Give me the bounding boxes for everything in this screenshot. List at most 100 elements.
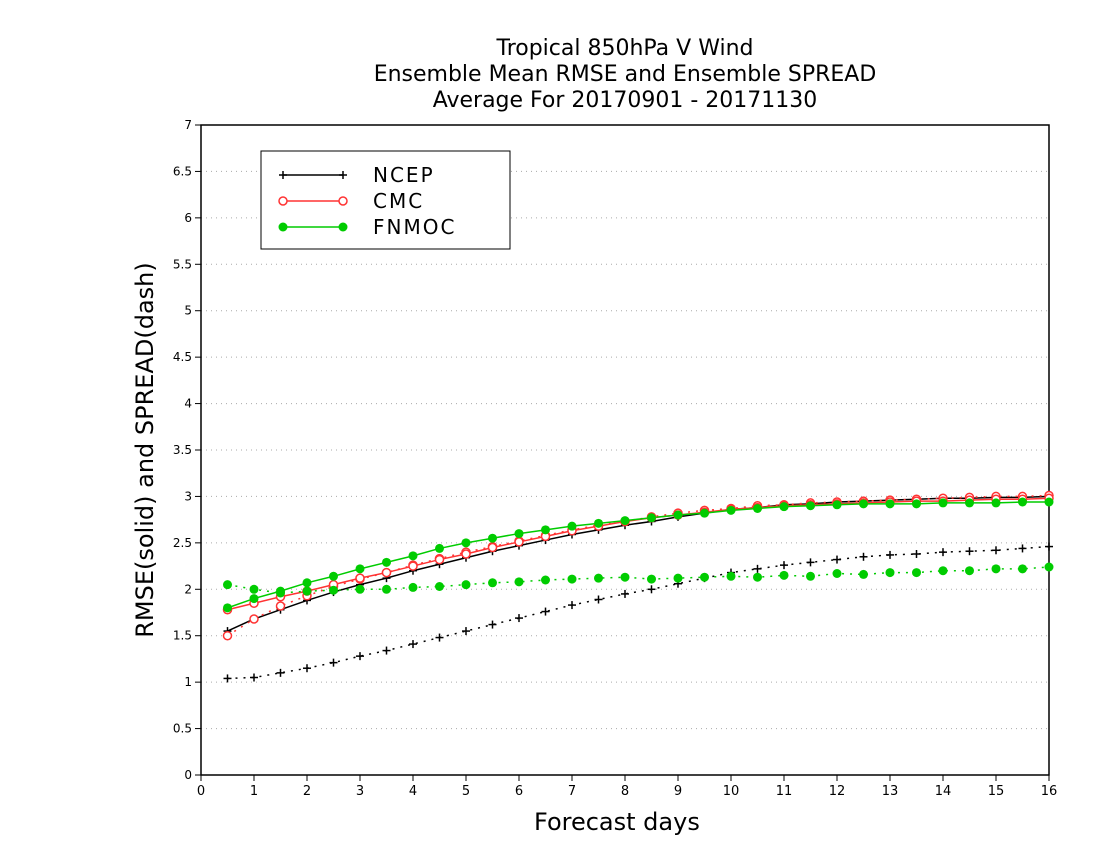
y-tick-label: 6 — [184, 211, 192, 225]
fnmoc-spread-point — [620, 572, 630, 582]
fnmoc-spread-point — [461, 580, 471, 590]
ncep-spread-point — [303, 664, 311, 673]
y-tick-label: 0.5 — [173, 722, 192, 736]
x-tick-label: 15 — [988, 784, 1005, 799]
fnmoc-spread-point — [329, 585, 338, 595]
fnmoc-spread-point — [382, 584, 391, 594]
x-axis-title: Forecast days — [534, 808, 700, 836]
ncep-spread-point — [859, 552, 868, 561]
ncep-spread-point — [223, 674, 232, 683]
fnmoc-rmse-point — [567, 521, 577, 531]
x-tick-label: 13 — [882, 784, 899, 799]
fnmoc-rmse-point — [991, 498, 1001, 508]
fnmoc-spread-point — [991, 564, 1001, 574]
x-tick-label: 11 — [776, 784, 793, 799]
fnmoc-rmse-point — [806, 501, 815, 511]
cmc-rmse-point — [381, 567, 392, 578]
x-tick-label: 10 — [723, 784, 740, 799]
fnmoc-spread-point — [832, 569, 842, 578]
fnmoc-rmse-point — [355, 564, 365, 574]
fnmoc-rmse-point — [223, 603, 232, 613]
legend-label-fnmoc: FNMOC — [373, 215, 456, 239]
fnmoc-rmse-point — [832, 500, 842, 510]
x-tick-label: 3 — [356, 784, 364, 799]
legend-label-cmc: CMC — [373, 189, 424, 213]
cmc-rmse-point — [461, 549, 471, 559]
fnmoc-spread-point — [249, 584, 259, 594]
fnmoc-rmse-point — [435, 543, 444, 553]
fnmoc-spread-point — [567, 574, 577, 584]
fnmoc-rmse-point — [726, 505, 736, 515]
cmc-spread-line — [227, 494, 1050, 637]
fnmoc-rmse-point — [885, 499, 895, 509]
fnmoc-spread-point — [673, 573, 683, 583]
fnmoc-rmse-point — [408, 551, 418, 561]
fnmoc-rmse-point — [302, 578, 312, 588]
ncep-spread-point — [965, 547, 974, 556]
ncep-spread-point — [462, 627, 470, 636]
legend-marker-ncep — [339, 171, 347, 179]
fnmoc-spread-point — [965, 566, 974, 576]
fnmoc-spread-point — [541, 575, 550, 585]
fnmoc-rmse-point — [276, 586, 285, 596]
ncep-spread-point — [356, 652, 364, 661]
fnmoc-rmse-point — [461, 538, 471, 548]
ncep-spread-point — [409, 640, 417, 649]
x-tick-label: 4 — [409, 784, 417, 799]
ncep-spread-point — [833, 555, 841, 564]
fnmoc-spread-point — [302, 586, 312, 596]
fnmoc-rmse-point — [912, 499, 921, 509]
cmc-rmse-point — [408, 561, 418, 571]
ncep-spread-point — [992, 546, 1000, 555]
fnmoc-spread-point — [355, 584, 365, 594]
ncep-spread-point — [435, 633, 444, 642]
fnmoc-spread-point — [806, 571, 815, 581]
ncep-spread-point — [886, 550, 894, 559]
x-tick-label: 0 — [197, 784, 205, 799]
fnmoc-spread-point — [726, 571, 736, 581]
y-tick-label: 0 — [184, 768, 192, 782]
fnmoc-spread-point — [753, 572, 762, 582]
fnmoc-rmse-point — [779, 502, 789, 512]
ncep-rmse-line — [227, 495, 1050, 632]
fnmoc-rmse-point — [620, 516, 630, 526]
legend-marker-cmc — [338, 196, 348, 206]
ncep-spread-point — [939, 548, 947, 557]
fnmoc-spread-point — [408, 582, 418, 592]
fnmoc-rmse-point — [1018, 497, 1027, 507]
fnmoc-spread-point — [938, 566, 948, 576]
legend-marker-cmc — [278, 196, 288, 206]
fnmoc-spread-point — [488, 578, 497, 588]
chart-title-line-2: Ensemble Mean RMSE and Ensemble SPREAD — [373, 62, 877, 87]
y-tick-label: 6.5 — [173, 164, 192, 178]
x-tick-label: 1 — [250, 784, 258, 799]
ncep-spread-point — [382, 646, 391, 655]
fnmoc-rmse-point — [488, 533, 497, 543]
cmc-rmse-point — [487, 542, 498, 553]
ncep-spread-point — [1018, 544, 1027, 553]
cmc-rmse-line — [227, 497, 1050, 611]
fnmoc-rmse-point — [859, 499, 868, 509]
x-tick-label: 7 — [568, 784, 576, 799]
fnmoc-spread-point — [885, 568, 895, 578]
fnmoc-spread-point — [912, 568, 921, 578]
fnmoc-rmse-line — [227, 501, 1049, 609]
ncep-spread-point — [515, 614, 523, 623]
y-tick-label: 1 — [184, 675, 192, 689]
ncep-spread-point — [329, 658, 338, 667]
y-tick-label: 1.5 — [173, 629, 192, 643]
ncep-spread-point — [488, 620, 497, 629]
fnmoc-spread-point — [514, 577, 524, 587]
fnmoc-rmse-point — [965, 498, 974, 508]
cmc-rmse-point — [355, 573, 365, 583]
fnmoc-spread-point — [647, 574, 656, 584]
x-tick-label: 8 — [621, 784, 629, 799]
y-tick-label: 5 — [184, 304, 192, 318]
x-tick-label: 9 — [674, 784, 682, 799]
fnmoc-spread-point — [700, 572, 709, 582]
legend-label-ncep: NCEP — [373, 163, 435, 187]
y-tick-label: 3.5 — [173, 443, 192, 457]
x-tick-label: 16 — [1041, 784, 1058, 799]
chart-title-line-3: Average For 20170901 - 20171130 — [432, 88, 818, 113]
cmc-spread-point — [275, 601, 286, 611]
